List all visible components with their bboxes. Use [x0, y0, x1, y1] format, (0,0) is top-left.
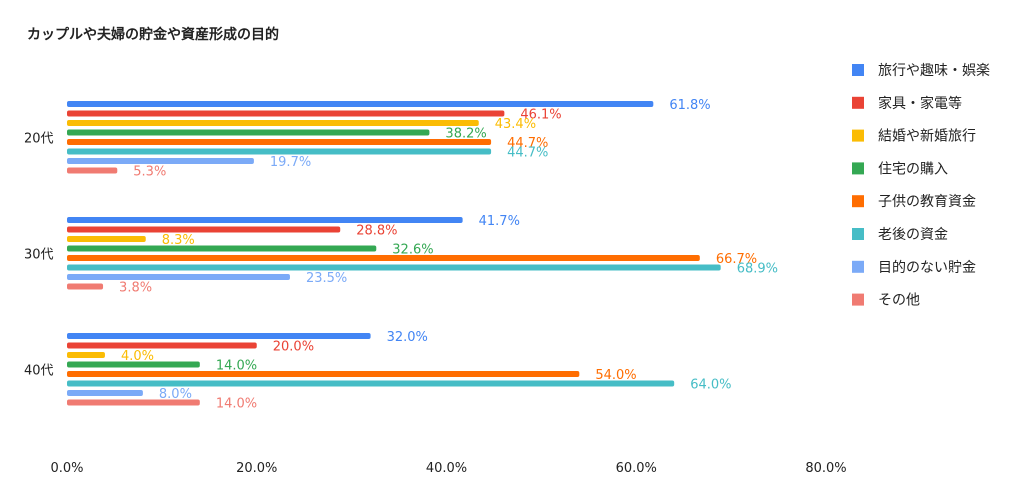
legend-item: 住宅の購入	[878, 161, 948, 177]
bar-4-3	[67, 361, 200, 368]
data-label: 54.0%	[595, 368, 636, 383]
legend-swatch	[852, 195, 864, 208]
data-label: 8.0%	[159, 387, 192, 402]
legend-item: 家具・家電等	[878, 95, 962, 112]
data-label: 61.8%	[669, 98, 710, 113]
data-label: 66.7%	[716, 252, 757, 267]
legend-swatch	[852, 162, 864, 175]
data-label: 64.0%	[690, 378, 731, 393]
x-tick-label: 40.0%	[426, 461, 467, 476]
data-label: 44.7%	[507, 146, 548, 161]
bar-2-1	[67, 110, 505, 117]
bar-7-3	[67, 390, 143, 396]
data-label: 32.0%	[387, 330, 428, 345]
bar-1-2	[67, 217, 463, 223]
legend-item: 子供の教育資金	[878, 194, 976, 210]
legend-swatch	[852, 293, 864, 306]
bar-3-2	[67, 236, 146, 242]
plot-area: 61.8% 46.1%43.4% 38.2% 44.7%44.7% 19.7% 5.3% 4…	[67, 98, 778, 412]
data-label: 14.0%	[216, 397, 257, 412]
bar-4-1	[67, 129, 430, 136]
data-label: 23.5%	[306, 271, 347, 286]
data-label: 3.8%	[119, 281, 152, 296]
data-label: 14.0%	[216, 359, 257, 374]
data-label: 28.8%	[356, 224, 397, 239]
data-label: 8.3%	[162, 233, 195, 248]
bar-8-1	[67, 167, 118, 174]
bar-8-2	[67, 283, 104, 290]
y-tick-label: 20代	[24, 131, 54, 146]
bar-6-2	[67, 264, 721, 271]
data-label: 19.7%	[270, 155, 311, 170]
legend-item: 結婚や新婚旅行	[878, 129, 976, 145]
legend-swatch	[852, 260, 864, 273]
bar-1-1	[67, 101, 654, 107]
legend-item: 老後の資金	[878, 227, 948, 243]
data-label: 46.1%	[520, 108, 561, 123]
bar-3-3	[67, 352, 105, 358]
legend-swatch	[852, 64, 864, 76]
legend-item: 旅行や趣味・娯楽	[878, 63, 990, 79]
data-label: 20.0%	[273, 340, 314, 355]
bar-5-3	[67, 371, 580, 377]
bar-5-2	[67, 255, 700, 261]
data-label: 43.4%	[495, 117, 536, 132]
legend-swatch	[852, 228, 864, 240]
bar-6-3	[67, 380, 675, 387]
data-label: 4.0%	[121, 349, 154, 364]
data-label: 68.9%	[737, 262, 778, 277]
legend-swatch	[852, 96, 864, 109]
y-tick-label: 40代	[24, 363, 54, 378]
legend-item: その他	[878, 293, 920, 309]
x-tick-label: 80.0%	[805, 461, 846, 476]
data-label: 5.3%	[133, 165, 166, 180]
bar-3-1	[67, 120, 479, 126]
y-tick-label: 30代	[24, 247, 54, 262]
x-axis: 0.0% 20.0% 40.0% 60.0% 80.0%	[50, 461, 846, 476]
bar-7-2	[67, 274, 290, 280]
legend: 旅行や趣味・娯楽家具・家電等結婚や新婚旅行住宅の購入子供の教育資金老後の資金目的…	[852, 63, 990, 309]
y-axis: 20代 30代 40代	[24, 131, 54, 378]
x-tick-label: 60.0%	[616, 461, 657, 476]
bar-4-2	[67, 245, 377, 252]
legend-swatch	[852, 129, 864, 142]
bar-5-1	[67, 139, 492, 145]
bar-7-1	[67, 158, 254, 164]
bar-1-3	[67, 333, 371, 339]
bar-8-3	[67, 399, 200, 406]
bar-2-3	[67, 342, 257, 349]
x-tick-label: 20.0%	[236, 461, 277, 476]
bar-2-2	[67, 226, 341, 233]
data-label: 38.2%	[445, 127, 486, 142]
data-label: 41.7%	[479, 214, 520, 229]
data-label: 32.6%	[392, 243, 433, 258]
data-label: 44.7%	[507, 136, 548, 151]
bar-6-1	[67, 148, 492, 155]
x-tick-label: 0.0%	[50, 461, 83, 476]
legend-item: 目的のない貯金	[878, 260, 976, 276]
chart-title: カップルや夫婦の貯金や資産形成の目的	[27, 26, 279, 43]
